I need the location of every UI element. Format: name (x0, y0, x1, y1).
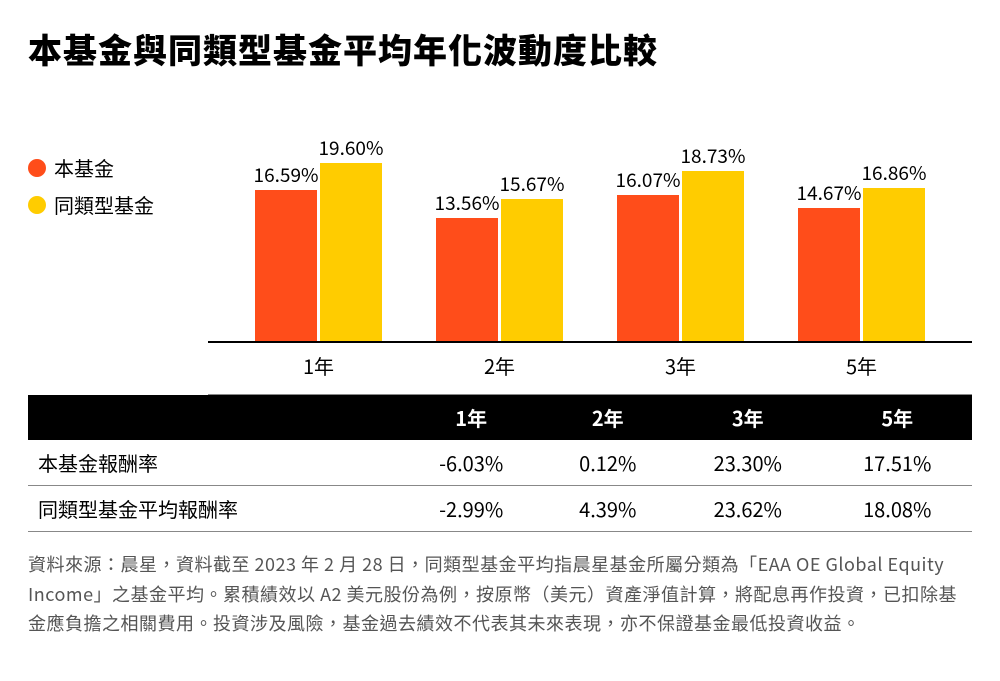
bar-column: 16.07% (616, 113, 681, 341)
bar (501, 199, 563, 341)
legend-item: 本基金 (28, 153, 208, 182)
table-cell: -2.99% (400, 486, 542, 532)
x-axis-label: 1年 (257, 351, 381, 380)
bar-column: 18.73% (681, 113, 746, 341)
row-label: 同類型基金平均報酬率 (28, 486, 400, 532)
table-cell: 0.12% (542, 440, 673, 486)
footnote: 資料來源：晨星，資料截至 2023 年 2 月 28 日，同類型基金平均指晨星基… (28, 550, 972, 639)
bar-group: 16.07%18.73% (616, 113, 746, 341)
bar-column: 13.56% (435, 113, 500, 341)
bar (798, 208, 860, 341)
table-header-cell: 5年 (823, 395, 972, 440)
bar (436, 218, 498, 341)
x-axis: 1年 2年 3年 5年 (208, 343, 972, 395)
table-row: 同類型基金平均報酬率-2.99%4.39%23.62%18.08% (28, 486, 972, 532)
chart-area: 本基金 同類型基金 16.59%19.60% 13.56%15.67% 16.07%… (28, 113, 972, 343)
bar-column: 16.59% (254, 113, 319, 341)
table-cell: 18.08% (823, 486, 972, 532)
page-title: 本基金與同類型基金平均年化波動度比較 (28, 24, 972, 73)
legend-item: 同類型基金 (28, 190, 208, 219)
legend: 本基金 同類型基金 (28, 113, 208, 227)
table-cell: 17.51% (823, 440, 972, 486)
table-header-row: 1年2年3年5年 (28, 395, 972, 440)
table-cell: 4.39% (542, 486, 673, 532)
bar-column: 15.67% (500, 113, 565, 341)
table-cell: 23.30% (673, 440, 822, 486)
bar (320, 163, 382, 341)
bar-group: 16.59%19.60% (254, 113, 384, 341)
bar-value-label: 16.86% (862, 159, 927, 186)
bar-group: 14.67%16.86% (797, 113, 927, 341)
bar-column: 19.60% (319, 113, 384, 341)
bar-value-label: 16.59% (254, 161, 319, 188)
table-cell: -6.03% (400, 440, 542, 486)
bar-value-label: 13.56% (435, 189, 500, 216)
table-header-cell: 1年 (400, 395, 542, 440)
returns-table: 1年2年3年5年 本基金報酬率-6.03%0.12%23.30%17.51%同類… (28, 395, 972, 532)
table-body: 本基金報酬率-6.03%0.12%23.30%17.51%同類型基金平均報酬率-… (28, 440, 972, 532)
bar (863, 188, 925, 341)
table-header-blank (28, 395, 400, 440)
bar-column: 16.86% (862, 113, 927, 341)
x-axis-label: 3年 (619, 351, 743, 380)
bar (617, 195, 679, 341)
bar-value-label: 18.73% (681, 142, 746, 169)
x-axis-label: 2年 (438, 351, 562, 380)
bar-value-label: 19.60% (319, 134, 384, 161)
bar-value-label: 15.67% (500, 170, 565, 197)
table-cell: 23.62% (673, 486, 822, 532)
legend-label: 同類型基金 (54, 190, 154, 219)
bar-value-label: 16.07% (616, 166, 681, 193)
table-row: 本基金報酬率-6.03%0.12%23.30%17.51% (28, 440, 972, 486)
legend-label: 本基金 (54, 153, 114, 182)
bar-value-label: 14.67% (797, 179, 862, 206)
table-header-cell: 3年 (673, 395, 822, 440)
bar-group: 13.56%15.67% (435, 113, 565, 341)
x-axis-label: 5年 (800, 351, 924, 380)
bar-chart: 16.59%19.60% 13.56%15.67% 16.07%18.73% 14.6… (208, 113, 972, 343)
bar-column: 14.67% (797, 113, 862, 341)
legend-swatch-2 (28, 196, 46, 214)
table-header-cell: 2年 (542, 395, 673, 440)
bar (682, 171, 744, 341)
row-label: 本基金報酬率 (28, 440, 400, 486)
bar (255, 190, 317, 341)
legend-swatch-1 (28, 159, 46, 177)
